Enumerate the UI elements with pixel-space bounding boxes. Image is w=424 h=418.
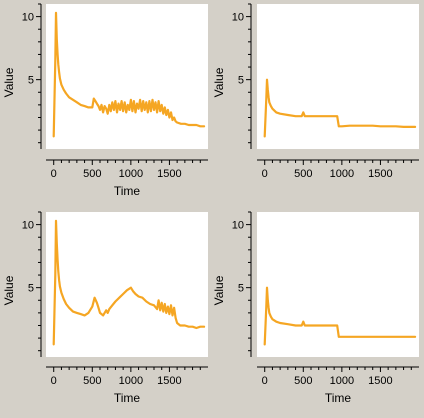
y-tick-label: 10	[22, 220, 34, 232]
x-tick-label: 1000	[330, 168, 354, 180]
x-tick-label: 1000	[330, 375, 354, 387]
x-tick-label: 1000	[119, 168, 143, 180]
y-tick-label: 5	[28, 283, 34, 295]
y-tick-label: 5	[238, 283, 244, 295]
series-line-1	[263, 286, 417, 346]
x-tick-label: 1500	[368, 168, 392, 180]
x-tick-label: 1000	[119, 375, 143, 387]
y-tick-label: 10	[232, 12, 244, 24]
plot-area	[46, 212, 208, 357]
series-line-1	[52, 11, 206, 138]
x-tick-label: 1500	[157, 375, 181, 387]
x-tick-label: 1500	[368, 375, 392, 387]
chart-panel-1: 5 10 0 500 1000 1500 Time Value	[2, 3, 208, 198]
chart-panel-4: 5 10 0 500 1000 1500 Time Value	[212, 211, 419, 405]
plot-area	[46, 4, 208, 149]
series-line-1	[263, 78, 417, 138]
x-tick-label: 0	[262, 168, 268, 180]
x-tick-label: 0	[51, 168, 57, 180]
y-tick-label: 10	[22, 12, 34, 24]
chart-panel-3: 5 10 0 500 1000 1500 Time Value	[2, 211, 208, 405]
x-tick-label: 500	[294, 168, 312, 180]
x-axis-label: Time	[114, 391, 141, 405]
y-axis-label: Value	[212, 67, 226, 97]
x-tick-label: 500	[83, 375, 101, 387]
series-line-1	[52, 219, 206, 346]
x-tick-label: 500	[83, 168, 101, 180]
y-tick-label: 10	[232, 220, 244, 232]
y-tick-label: 5	[238, 75, 244, 87]
y-tick-label: 5	[28, 75, 34, 87]
x-tick-label: 1500	[157, 168, 181, 180]
y-axis-label: Value	[212, 275, 226, 305]
y-axis-label: Value	[2, 67, 16, 97]
x-tick-label: 0	[262, 375, 268, 387]
x-axis-label: Time	[114, 184, 141, 198]
x-tick-label: 0	[51, 375, 57, 387]
chart-panel-2: 5 10 0 500 1000 1500 Value	[212, 3, 419, 180]
x-axis-label: Time	[325, 391, 352, 405]
y-axis-label: Value	[2, 275, 16, 305]
x-tick-label: 500	[294, 375, 312, 387]
